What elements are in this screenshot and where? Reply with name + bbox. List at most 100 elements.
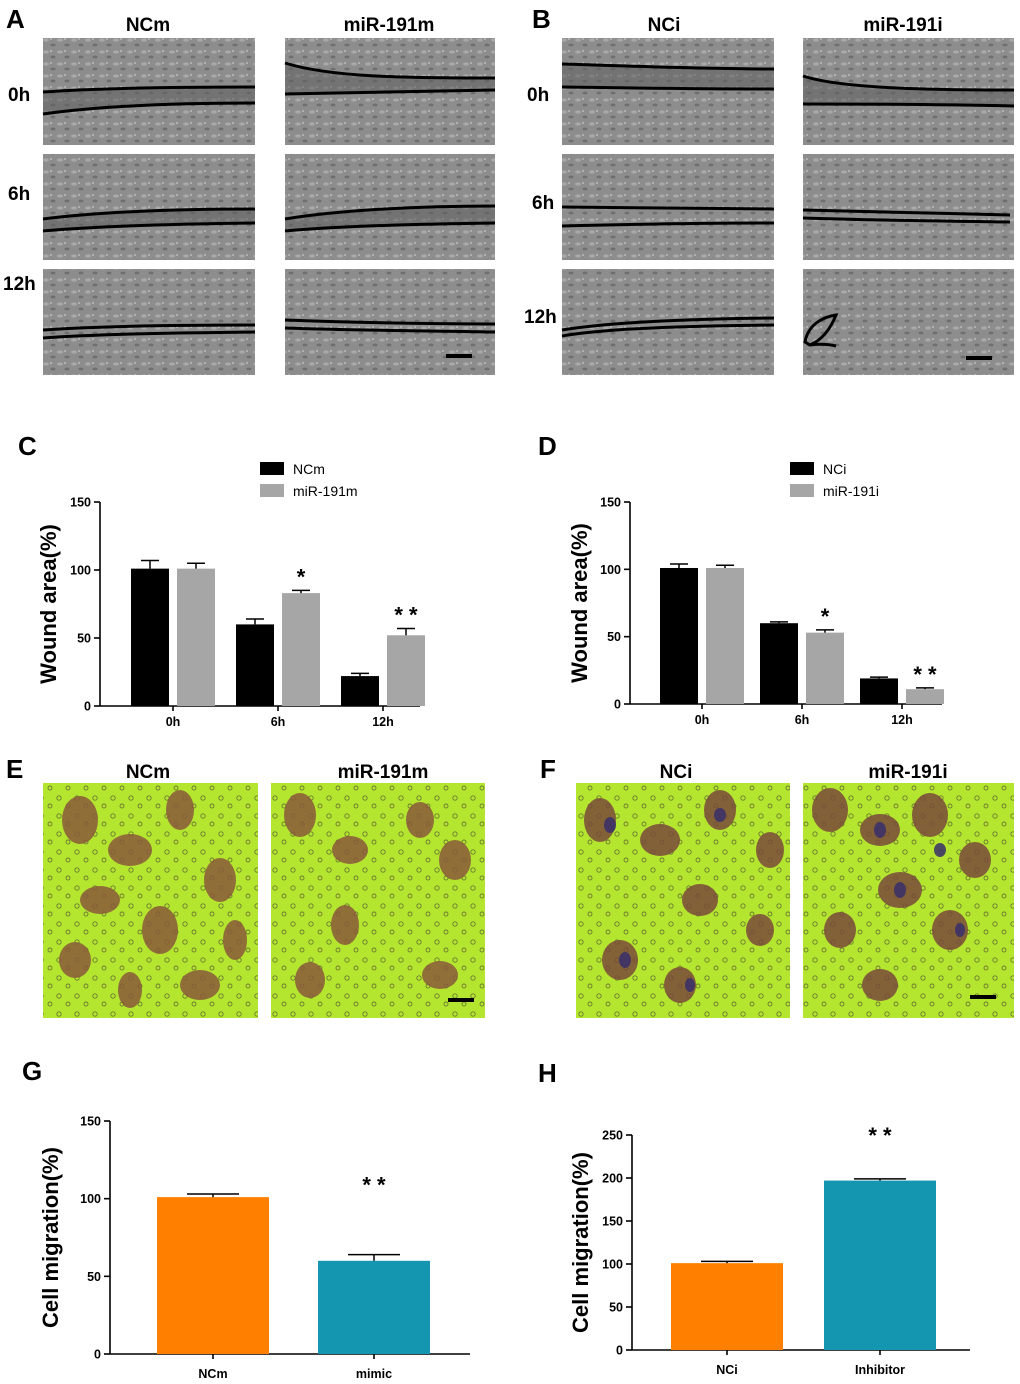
legend-swatch-c-1 <box>260 484 284 497</box>
y-tick-label-h-5: 250 <box>602 1129 623 1143</box>
col-header-f-2: miR-191i <box>868 762 947 783</box>
legend-swatch-d-1 <box>790 484 814 497</box>
col-header-a-2: miR-191m <box>344 15 435 36</box>
x-tick-label-d-2: 12h <box>891 713 913 727</box>
y-tick-label-h-1: 50 <box>609 1301 623 1315</box>
col-header-b-1: NCi <box>648 15 681 36</box>
col-header-e-1: NCm <box>126 762 170 783</box>
micrograph-a-ncm-12h <box>42 269 256 375</box>
y-tick-label-h-2: 100 <box>602 1258 623 1272</box>
bar-c-1-0 <box>177 568 215 706</box>
micrograph-a-mir191m-6h <box>284 154 496 260</box>
y-tick-label-c-1: 50 <box>77 632 91 646</box>
chart-c: 0 50 100 150 Wound area(%) 0h 6h 12h * * * NCm miR-… <box>36 461 425 729</box>
x-tick-label-c-0: 0h <box>166 715 181 729</box>
row-label-b-0h: 0h <box>527 85 549 106</box>
y-axis-label-c: Wound area(%) <box>36 524 61 684</box>
y-tick-label-d-1: 50 <box>607 630 621 644</box>
stain-image-f-nci <box>576 783 790 1018</box>
y-tick-label-c-2: 100 <box>70 564 91 578</box>
bar-c-0-0 <box>131 568 169 706</box>
panel-label-e: E <box>6 754 23 784</box>
stain-image-e-mir191m <box>271 783 485 1018</box>
micrograph-a-ncm-0h <box>42 38 256 145</box>
significance-d-0: * <box>821 604 830 629</box>
x-tick-label-d-0: 0h <box>695 713 710 727</box>
y-tick-label-g-1: 50 <box>87 1270 101 1284</box>
micrograph-b-mir191i-12h <box>803 269 1014 375</box>
x-tick-label-c-2: 12h <box>372 715 394 729</box>
micrograph-b-nci-6h <box>561 154 775 260</box>
micrograph-a-mir191m-0h <box>284 38 496 145</box>
panel-label-c: C <box>18 431 37 461</box>
bar-d-1-2 <box>906 689 944 704</box>
micrograph-b-mir191i-6h <box>802 154 1014 260</box>
bar-d-1-0 <box>706 567 744 704</box>
legend-swatch-c-0 <box>260 462 284 475</box>
significance-d-1: * * <box>913 662 937 687</box>
legend-swatch-d-0 <box>790 462 814 475</box>
micrograph-b-mir191i-0h <box>802 38 1015 145</box>
y-tick-label-g-2: 100 <box>80 1192 101 1206</box>
micrograph-b-nci-0h <box>561 38 775 145</box>
x-tick-label-g-0: NCm <box>198 1367 227 1381</box>
bar-c-1-2 <box>387 635 425 706</box>
legend-label-c-1: miR-191m <box>293 483 358 499</box>
significance-h-0: * * <box>868 1123 892 1148</box>
micrograph-a-mir191m-12h <box>284 269 496 375</box>
bar-c-0-1 <box>236 624 274 706</box>
y-tick-label-d-0: 0 <box>614 698 621 712</box>
col-header-b-2: miR-191i <box>863 15 942 36</box>
bar-c-1-1 <box>282 593 320 706</box>
x-tick-label-h-1: Inhibitor <box>855 1363 905 1377</box>
significance-g-0: * * <box>362 1173 386 1198</box>
stain-image-f-mir191i <box>803 783 1014 1018</box>
panel-label-f: F <box>540 754 556 784</box>
x-tick-label-d-1: 6h <box>795 713 810 727</box>
bar-d-1-1 <box>806 632 844 704</box>
panel-label-a: A <box>6 4 25 34</box>
y-axis-label-d: Wound area(%) <box>567 523 592 683</box>
x-tick-label-g-1: mimic <box>356 1367 392 1381</box>
bar-h-1 <box>824 1180 936 1350</box>
bar-d-0-2 <box>860 678 898 704</box>
row-label-b-6h: 6h <box>532 193 554 214</box>
panel-label-d: D <box>538 431 557 461</box>
y-tick-label-h-3: 150 <box>602 1215 623 1229</box>
y-axis-label-g: Cell migration(%) <box>38 1147 63 1328</box>
x-tick-label-c-1: 6h <box>271 715 286 729</box>
y-axis-label-h: Cell migration(%) <box>568 1152 593 1333</box>
y-tick-label-c-3: 150 <box>70 496 91 510</box>
col-header-f-1: NCi <box>660 762 693 783</box>
stain-image-e-ncm <box>43 783 258 1018</box>
bar-d-0-0 <box>660 567 698 704</box>
chart-d: 0 50 100 150 Wound area(%) 0h 6h 12h * * * NCi miR-… <box>567 461 944 727</box>
significance-c-0: * <box>297 564 306 589</box>
bar-g-1 <box>318 1260 430 1354</box>
bar-g-0 <box>157 1197 269 1354</box>
x-tick-label-h-0: NCi <box>716 1363 738 1377</box>
y-tick-label-d-2: 100 <box>600 563 621 577</box>
panel-label-b: B <box>532 4 551 34</box>
micrograph-a-ncm-6h <box>42 154 256 260</box>
bar-h-0 <box>671 1263 783 1350</box>
y-tick-label-h-4: 200 <box>602 1172 623 1186</box>
y-tick-label-c-0: 0 <box>84 700 91 714</box>
panel-label-g: G <box>22 1056 42 1086</box>
bar-c-0-2 <box>341 676 379 706</box>
significance-c-1: * * <box>394 602 418 627</box>
y-tick-label-h-0: 0 <box>616 1344 623 1358</box>
legend-label-d-1: miR-191i <box>823 483 879 499</box>
chart-g: 0 50 100 150 Cell migration(%) NCm mimic * * <box>38 1115 470 1381</box>
col-header-a-1: NCm <box>126 15 170 36</box>
chart-h: 0 50 100 150 200 250 Cell migration(%) NCi Inhib… <box>568 1123 970 1377</box>
row-label-a-6h: 6h <box>8 184 30 205</box>
legend-label-c-0: NCm <box>293 461 325 477</box>
bar-d-0-1 <box>760 623 798 704</box>
row-label-a-12h: 12h <box>3 274 36 295</box>
y-tick-label-g-3: 150 <box>80 1115 101 1129</box>
row-label-b-12h: 12h <box>524 307 557 328</box>
micrograph-b-nci-12h <box>561 269 775 375</box>
y-tick-label-g-0: 0 <box>94 1348 101 1362</box>
